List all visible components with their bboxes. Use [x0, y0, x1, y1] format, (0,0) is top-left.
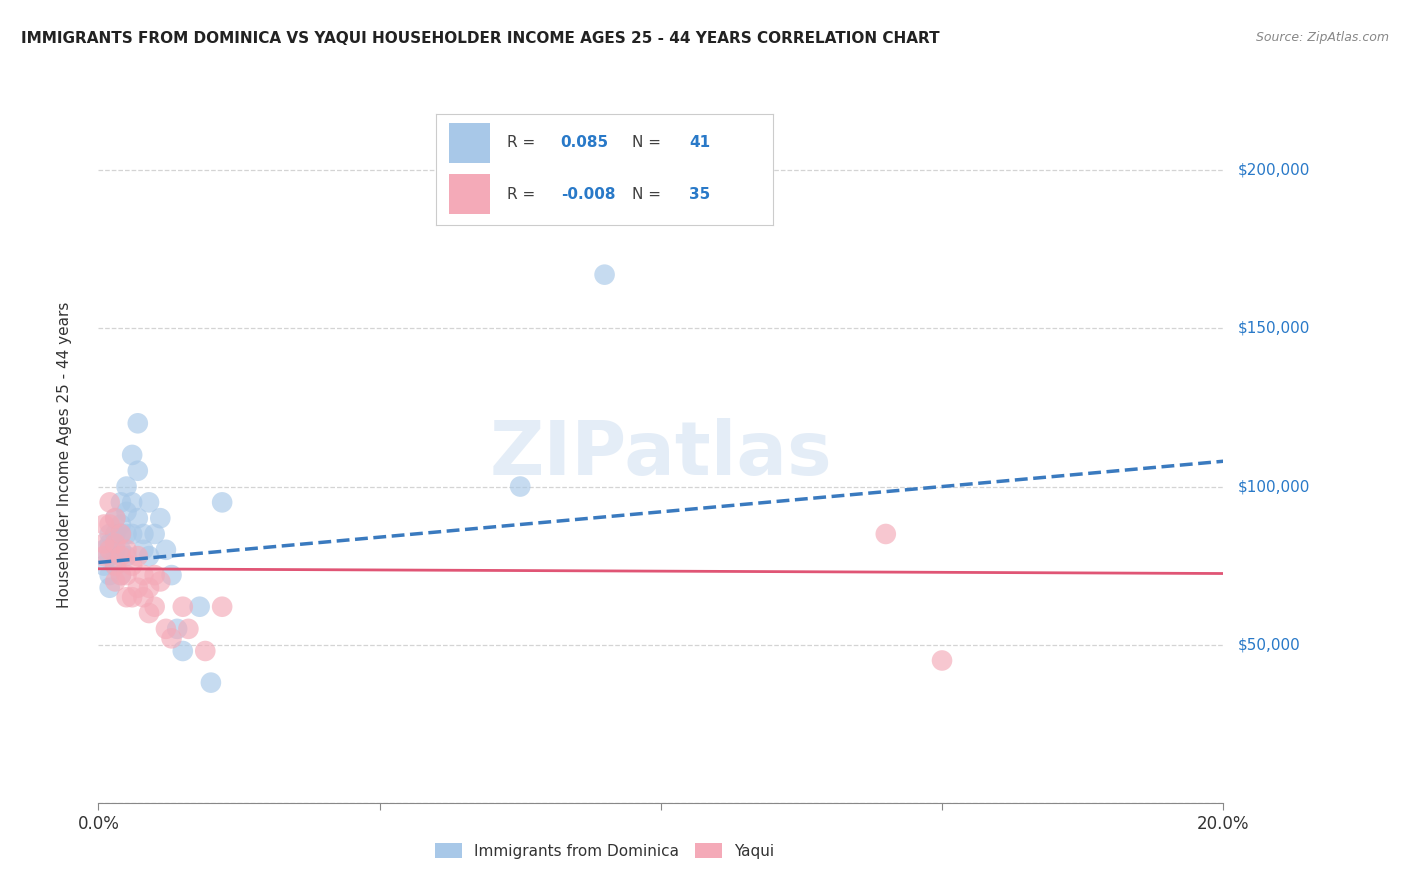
Point — [104, 558, 127, 573]
Point — [98, 542, 121, 557]
Point — [143, 527, 166, 541]
Point — [93, 549, 115, 563]
Point — [110, 549, 132, 563]
Point — [110, 527, 132, 541]
Point — [138, 581, 160, 595]
Text: $150,000: $150,000 — [1237, 321, 1309, 336]
Point — [188, 599, 211, 614]
Point — [104, 558, 127, 573]
Point — [104, 527, 127, 541]
Point — [194, 644, 217, 658]
Point — [155, 622, 177, 636]
Point — [115, 568, 138, 582]
Point — [143, 599, 166, 614]
Point — [98, 549, 121, 563]
Text: $100,000: $100,000 — [1237, 479, 1309, 494]
Point — [104, 574, 127, 589]
Point — [115, 591, 138, 605]
Point — [211, 599, 233, 614]
Point — [110, 568, 132, 582]
Point — [509, 479, 531, 493]
Point — [121, 495, 143, 509]
Point — [149, 574, 172, 589]
Point — [127, 581, 149, 595]
Text: Source: ZipAtlas.com: Source: ZipAtlas.com — [1256, 31, 1389, 45]
Point — [110, 568, 132, 582]
Point — [138, 495, 160, 509]
Point — [127, 464, 149, 478]
Text: $200,000: $200,000 — [1237, 163, 1309, 178]
Point — [155, 542, 177, 557]
Point — [115, 549, 138, 563]
Point — [127, 511, 149, 525]
Point — [104, 542, 127, 557]
Point — [110, 495, 132, 509]
Point — [593, 268, 616, 282]
Point — [132, 591, 155, 605]
Point — [172, 599, 194, 614]
Point — [121, 558, 143, 573]
Point — [138, 549, 160, 563]
Point — [200, 675, 222, 690]
Point — [166, 622, 188, 636]
Point — [104, 536, 127, 550]
Text: $50,000: $50,000 — [1237, 637, 1301, 652]
Point — [160, 568, 183, 582]
Point — [127, 549, 149, 563]
Text: ZIPatlas: ZIPatlas — [489, 418, 832, 491]
Legend: Immigrants from Dominica, Yaqui: Immigrants from Dominica, Yaqui — [429, 837, 780, 864]
Point — [172, 644, 194, 658]
Point — [160, 632, 183, 646]
Point — [98, 581, 121, 595]
Point — [93, 542, 115, 557]
Point — [93, 536, 115, 550]
Point — [104, 511, 127, 525]
Point — [98, 495, 121, 509]
Point — [177, 622, 200, 636]
Point — [132, 568, 155, 582]
Point — [132, 542, 155, 557]
Point — [115, 527, 138, 541]
Point — [93, 558, 115, 573]
Point — [875, 527, 897, 541]
Text: IMMIGRANTS FROM DOMINICA VS YAQUI HOUSEHOLDER INCOME AGES 25 - 44 YEARS CORRELAT: IMMIGRANTS FROM DOMINICA VS YAQUI HOUSEH… — [21, 31, 939, 46]
Point — [149, 511, 172, 525]
Point — [98, 568, 121, 582]
Point — [211, 495, 233, 509]
Point — [110, 527, 132, 541]
Point — [143, 568, 166, 582]
Point — [931, 653, 953, 667]
Point — [127, 417, 149, 431]
Point — [98, 536, 121, 550]
Point — [132, 527, 155, 541]
Y-axis label: Householder Income Ages 25 - 44 years: Householder Income Ages 25 - 44 years — [58, 301, 72, 608]
Point — [93, 517, 115, 532]
Point — [121, 527, 143, 541]
Point — [104, 511, 127, 525]
Point — [110, 517, 132, 532]
Point — [115, 505, 138, 519]
Point — [98, 527, 121, 541]
Point — [121, 591, 143, 605]
Point — [110, 542, 132, 557]
Point — [138, 606, 160, 620]
Point — [98, 517, 121, 532]
Point — [121, 448, 143, 462]
Point — [115, 542, 138, 557]
Point — [115, 479, 138, 493]
